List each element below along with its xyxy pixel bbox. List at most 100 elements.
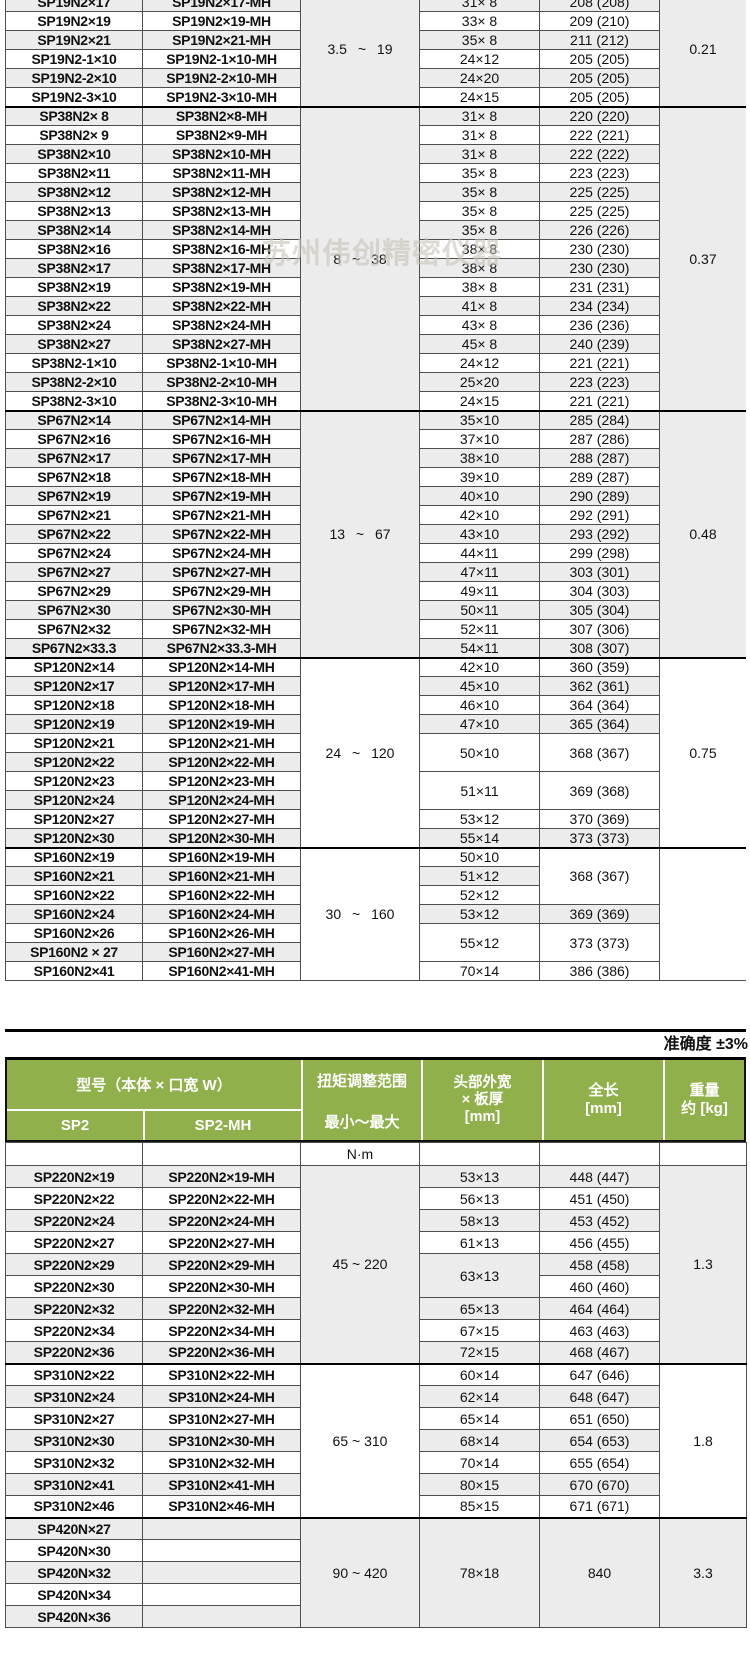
table-row: SP38N2×19 SP38N2×19-MH 38× 8 231 (231) xyxy=(5,277,747,297)
overall-length-cell: 365 (364) xyxy=(539,714,660,734)
torque-range-cell: 45 ~ 220 xyxy=(300,1165,420,1364)
model-sp2-cell: SP120N2×14 xyxy=(5,656,143,677)
model-sp2-mh-cell: SP38N2×14-MH xyxy=(142,220,301,240)
head-width-cell: 70×14 xyxy=(419,1451,540,1474)
table-row: SP120N2×27 SP120N2×27-MH 53×12 370 (369) xyxy=(5,809,747,829)
overall-length-cell: 373 (373) xyxy=(539,923,660,962)
model-sp2-mh-cell: SP310N2×46-MH xyxy=(142,1495,301,1518)
model-sp2-cell: SP19N2-2×10 xyxy=(5,68,143,88)
overall-length-cell: 671 (671) xyxy=(539,1495,660,1518)
model-sp2-cell: SP38N2×10 xyxy=(5,144,143,164)
model-sp2-mh-cell: SP310N2×32-MH xyxy=(142,1451,301,1474)
table-row: SP67N2×24 SP67N2×24-MH 44×11 299 (298) xyxy=(5,543,747,563)
table-row: N·m xyxy=(5,1142,747,1166)
head-width-cell: 45× 8 xyxy=(419,334,540,354)
model-sp2-mh-cell xyxy=(142,1605,301,1628)
model-sp2-cell: SP310N2×30 xyxy=(5,1429,143,1452)
model-sp2-mh-cell: SP38N2×22-MH xyxy=(142,296,301,316)
overall-length-cell: 205 (205) xyxy=(539,49,660,69)
model-sp2-mh-cell: SP38N2×17-MH xyxy=(142,258,301,278)
table-row: SP67N2×21 SP67N2×21-MH 42×10 292 (291) xyxy=(5,505,747,525)
weight-cell: 0.48 xyxy=(659,409,746,658)
model-sp2-mh-cell: SP38N2×24-MH xyxy=(142,315,301,335)
overall-length-cell: 451 (450) xyxy=(539,1187,660,1210)
model-sp2-mh-cell: SP160N2×19-MH xyxy=(142,846,301,867)
model-sp2-mh-cell: SP38N2-1×10-MH xyxy=(142,353,301,373)
torque-range-cell: 24 ~ 120 xyxy=(300,656,420,848)
header-torque-label: 扭矩调整范围 xyxy=(316,1073,407,1090)
model-sp2-mh-cell: SP160N2×41-MH xyxy=(142,961,301,981)
table-row: SP38N2×13 SP38N2×13-MH 35× 8 225 (225) xyxy=(5,201,747,221)
overall-length-cell: 369 (368) xyxy=(539,771,660,810)
model-sp2-mh-cell: SP120N2×24-MH xyxy=(142,790,301,810)
torque-range-cell: 3.5 ~ 19 xyxy=(300,0,420,107)
model-sp2-mh-cell: SP160N2×27-MH xyxy=(142,942,301,962)
overall-length-cell: 369 (369) xyxy=(539,904,660,924)
head-width-cell: 45×10 xyxy=(419,676,540,696)
torque-range-cell: 65 ~ 310 xyxy=(300,1362,420,1518)
spec-table-upper: SP19N2×17 SP19N2×17-MH 3.5 ~ 19 31× 8 208 (2… xyxy=(5,0,746,981)
model-sp2-cell: SP310N2×24 xyxy=(5,1385,143,1408)
model-sp2-mh-cell xyxy=(142,1583,301,1606)
overall-length-cell: 647 (646) xyxy=(539,1362,660,1386)
weight-cell: 0.21 xyxy=(659,0,746,107)
model-sp2-mh-cell: SP120N2×17-MH xyxy=(142,676,301,696)
head-width-cell: 78×18 xyxy=(419,1516,540,1628)
head-width-cell: 43× 8 xyxy=(419,315,540,335)
upper-table-clip: SP19N2×17 SP19N2×17-MH 3.5 ~ 19 31× 8 208 (2… xyxy=(5,0,746,1032)
model-sp2-mh-cell: SP120N2×19-MH xyxy=(142,714,301,734)
model-sp2-cell: SP120N2×18 xyxy=(5,695,143,715)
model-sp2-cell: SP67N2×21 xyxy=(5,505,143,525)
model-sp2-mh-cell: SP120N2×18-MH xyxy=(142,695,301,715)
overall-length-cell: 225 (225) xyxy=(539,182,660,202)
lower-table-section: 型号（本体 × 口宽 W） SP2 SP2-MH 扭矩调整范围 最小～最大 头部… xyxy=(5,1057,747,1628)
head-width-cell: 52×12 xyxy=(419,885,540,905)
head-width-cell: 40×10 xyxy=(419,486,540,506)
head-width-cell: 58×13 xyxy=(419,1209,540,1232)
model-sp2-cell: SP160N2×26 xyxy=(5,923,143,943)
overall-length-cell: 205 (205) xyxy=(539,87,660,107)
header-sp2-mh-label: SP2-MH xyxy=(145,1111,301,1140)
model-sp2-mh-cell: SP220N2×30-MH xyxy=(142,1275,301,1298)
model-sp2-cell: SP420N×32 xyxy=(5,1561,143,1584)
overall-length-cell: 208 (208) xyxy=(539,0,660,12)
model-sp2-mh-cell: SP160N2×21-MH xyxy=(142,866,301,886)
head-width-cell: 24×15 xyxy=(419,391,540,411)
head-width-cell: 65×14 xyxy=(419,1407,540,1430)
overall-length-cell: 225 (225) xyxy=(539,201,660,221)
model-sp2-mh-cell: SP67N2×22-MH xyxy=(142,524,301,544)
model-sp2-cell: SP38N2×12 xyxy=(5,182,143,202)
model-sp2-mh-cell: SP220N2×19-MH xyxy=(142,1165,301,1188)
model-sp2-cell: SP19N2×17 xyxy=(5,0,143,12)
head-width-cell: 35×10 xyxy=(419,409,540,430)
overall-length-cell: 464 (464) xyxy=(539,1297,660,1320)
overall-length-cell: 287 (286) xyxy=(539,429,660,449)
torque-range-cell: N·m xyxy=(300,1142,420,1166)
model-sp2-cell: SP67N2×33.3 xyxy=(5,638,143,658)
model-sp2-cell: SP420N×36 xyxy=(5,1605,143,1628)
model-sp2-mh-cell: SP220N2×36-MH xyxy=(142,1341,301,1364)
head-width-cell: 56×13 xyxy=(419,1187,540,1210)
head-width-cell: 47×10 xyxy=(419,714,540,734)
model-sp2-cell: SP220N2×30 xyxy=(5,1275,143,1298)
model-sp2-cell: SP160N2×19 xyxy=(5,846,143,867)
model-sp2-mh-cell: SP38N2-3×10-MH xyxy=(142,391,301,411)
model-sp2-cell: SP220N2×29 xyxy=(5,1253,143,1276)
head-width-cell: 33× 8 xyxy=(419,11,540,31)
head-width-cell: 31× 8 xyxy=(419,0,540,12)
model-sp2-cell: SP38N2×14 xyxy=(5,220,143,240)
head-width-cell: 38× 8 xyxy=(419,258,540,278)
table-row: SP38N2×11 SP38N2×11-MH 35× 8 223 (223) xyxy=(5,163,747,183)
table-row: SP220N2×22 SP220N2×22-MH 56×13 451 (450) xyxy=(5,1187,747,1210)
head-width-cell: 61×13 xyxy=(419,1231,540,1254)
head-width-cell: 51×11 xyxy=(419,771,540,810)
head-width-cell: 53×12 xyxy=(419,904,540,924)
overall-length-cell: 304 (303) xyxy=(539,581,660,601)
model-sp2-cell: SP420N×30 xyxy=(5,1539,143,1562)
head-width-cell: 35× 8 xyxy=(419,30,540,50)
overall-length-cell: 299 (298) xyxy=(539,543,660,563)
model-sp2-cell: SP120N2×24 xyxy=(5,790,143,810)
table-row: SP19N2×17 SP19N2×17-MH 3.5 ~ 19 31× 8 208 (2… xyxy=(5,0,746,107)
table-row: SP120N2×14 SP120N2×14-MH 24 ~ 120 42×10 360 … xyxy=(5,656,746,848)
torque-range-cell: 30 ~ 160 xyxy=(300,846,420,981)
